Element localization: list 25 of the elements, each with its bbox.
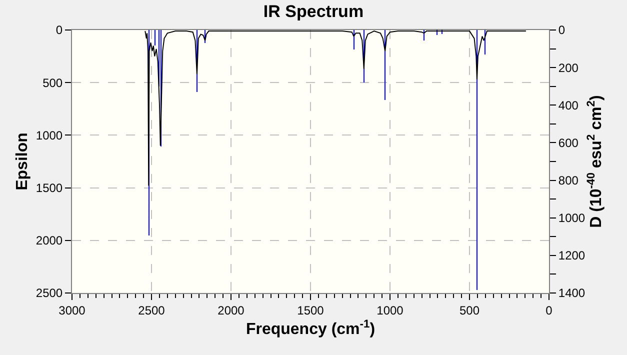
x-tick-label: 500 — [459, 303, 480, 318]
y-axis-title: Epsilon — [14, 132, 31, 190]
line-series — [144, 30, 526, 186]
x-tick-label: 3000 — [58, 303, 86, 318]
y-tick-label: 2000 — [36, 234, 63, 248]
y2-tick-label: 1400 — [558, 286, 586, 300]
chart-title: IR Spectrum — [263, 2, 364, 22]
y2-tick-label: 800 — [558, 173, 579, 188]
y-tick-label: 500 — [42, 76, 63, 90]
y-tick-label: 1500 — [36, 181, 63, 195]
y2-tick-label: 200 — [558, 60, 579, 75]
y2-tick-label: 0 — [558, 23, 566, 38]
x-tick-label: 2000 — [218, 303, 245, 318]
x-tick-label: 1500 — [297, 303, 324, 318]
y2-tick-label: 600 — [558, 136, 579, 150]
y2-tick-label: 1000 — [558, 211, 586, 226]
y-tick-label: 1000 — [36, 128, 63, 142]
y2-tick-label: 1200 — [558, 248, 586, 263]
y-tick-label: 0 — [56, 23, 63, 38]
x-tick-label: 1000 — [376, 303, 404, 318]
x-tick-label: 2500 — [138, 303, 166, 318]
x-axis-title: Frequency (cm$^{-1}$) — [246, 318, 376, 338]
x-tick-label: 0 — [546, 303, 553, 318]
y2-tick-label: 400 — [558, 98, 579, 112]
y-tick-label: 2500 — [36, 286, 63, 300]
